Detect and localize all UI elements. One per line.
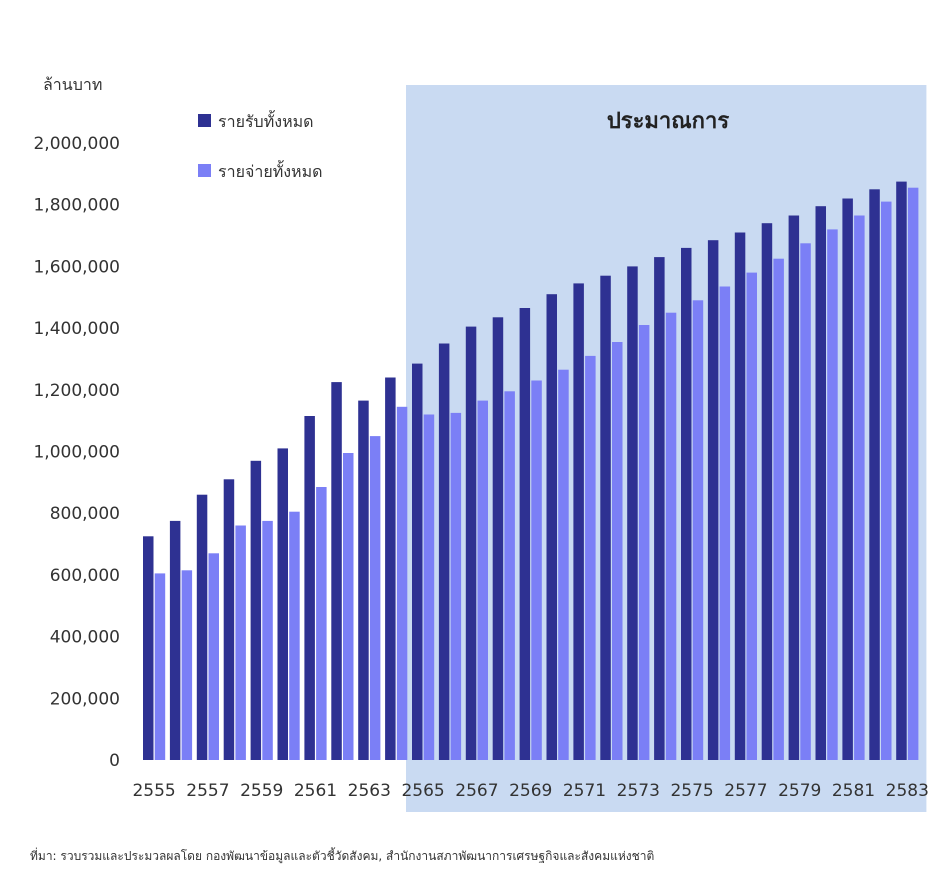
bar-expense <box>854 215 865 760</box>
y-tick-label: 1,800,000 <box>33 196 120 216</box>
y-axis-ticks: 0 200,000 400,000 600,000 800,000 1,000,000 1,… <box>33 134 120 771</box>
bar-expense <box>558 369 569 760</box>
x-tick-label: 2575 <box>670 781 713 801</box>
bar-income <box>304 416 315 760</box>
bar-income <box>896 181 907 761</box>
bar-expense <box>396 406 408 760</box>
x-tick-label: 2579 <box>778 781 821 801</box>
bar-income <box>492 317 504 760</box>
bar-expense <box>692 300 704 760</box>
x-tick-label: 2559 <box>240 781 283 801</box>
source-note: ที่มา: รวบรวมและประมวลผลโดย กองพัฒนาข้อม… <box>30 847 654 864</box>
bar-expense <box>746 272 757 760</box>
bar-income <box>196 494 208 760</box>
bar-income <box>465 326 477 760</box>
bar-expense <box>154 573 166 760</box>
bar-expense <box>585 355 596 760</box>
bar-expense <box>289 511 300 760</box>
y-tick-label: 400,000 <box>50 628 120 648</box>
bar-income <box>277 448 288 760</box>
bar-expense <box>504 391 515 760</box>
legend-label-expense: รายจ่ายทั้งหมด <box>218 160 323 181</box>
legend-label-income: รายรับทั้งหมด <box>218 110 314 131</box>
bar-expense <box>423 414 435 760</box>
bar-expense <box>181 570 193 760</box>
x-axis-ticks: 2555 2557 2559 2561 2563 2565 2567 2569 2571 2573… <box>132 781 928 801</box>
bar-expense <box>881 201 892 761</box>
bar-expense <box>450 412 462 760</box>
bar-income <box>573 283 584 760</box>
bar-income <box>412 363 423 760</box>
x-tick-label: 2581 <box>832 781 875 801</box>
legend-swatch-income <box>198 114 211 127</box>
bar-income <box>143 536 154 760</box>
bar-income <box>627 266 638 760</box>
bar-expense <box>800 243 811 761</box>
bar-income <box>250 460 262 760</box>
legend-swatch-expense <box>198 164 211 177</box>
x-tick-label: 2557 <box>186 781 229 801</box>
bar-income <box>546 294 557 760</box>
bar-expense <box>638 325 650 760</box>
y-tick-label: 1,000,000 <box>33 443 120 463</box>
bar-income <box>438 343 450 760</box>
bar-expense <box>316 487 327 760</box>
bar-income <box>869 189 880 761</box>
x-tick-label: 2567 <box>455 781 498 801</box>
bar-expense <box>369 436 381 760</box>
bar-expense <box>827 229 838 760</box>
forecast-label: ประมาณการ <box>607 109 730 134</box>
y-tick-label: 1,600,000 <box>33 257 120 277</box>
bar-income <box>519 308 531 760</box>
bar-expense <box>531 380 542 760</box>
bar-income <box>223 479 235 760</box>
x-tick-label: 2573 <box>617 781 660 801</box>
bar-expense <box>343 453 354 760</box>
bar-income <box>815 206 826 760</box>
bar-income <box>707 240 719 760</box>
bar-expense <box>235 525 246 760</box>
x-tick-label: 2563 <box>348 781 391 801</box>
bars <box>143 181 919 761</box>
bar-income <box>600 275 611 760</box>
bar-income <box>358 400 369 760</box>
x-tick-label: 2577 <box>724 781 767 801</box>
bar-income <box>385 377 396 760</box>
bar-expense <box>719 286 731 760</box>
bar-expense <box>262 520 273 760</box>
y-tick-label: 800,000 <box>50 504 120 524</box>
y-tick-label: 1,200,000 <box>33 381 120 401</box>
y-tick-label: 1,400,000 <box>33 319 120 339</box>
bar-income <box>654 257 665 760</box>
y-tick-label: 600,000 <box>50 566 120 586</box>
bar-income <box>734 232 746 760</box>
y-tick-label: 2,000,000 <box>33 134 120 154</box>
bar-income <box>169 520 181 760</box>
x-tick-label: 2583 <box>886 781 929 801</box>
bar-expense <box>665 312 677 760</box>
x-tick-label: 2569 <box>509 781 552 801</box>
bar-income <box>331 382 342 760</box>
x-tick-label: 2565 <box>401 781 444 801</box>
x-tick-label: 2571 <box>563 781 606 801</box>
y-axis-unit: ล้านบาท <box>43 75 102 94</box>
y-tick-label: 0 <box>109 751 120 771</box>
bar-expense <box>612 342 623 760</box>
bar-income <box>761 223 773 760</box>
bar-income <box>788 215 800 760</box>
bar-income <box>842 198 853 760</box>
x-tick-label: 2555 <box>132 781 175 801</box>
bar-expense <box>208 553 219 760</box>
x-tick-label: 2561 <box>294 781 337 801</box>
y-tick-label: 200,000 <box>50 689 120 709</box>
bar-expense <box>477 400 488 760</box>
bar-expense <box>773 258 784 760</box>
bar-income <box>681 247 692 760</box>
bar-expense <box>907 187 919 760</box>
